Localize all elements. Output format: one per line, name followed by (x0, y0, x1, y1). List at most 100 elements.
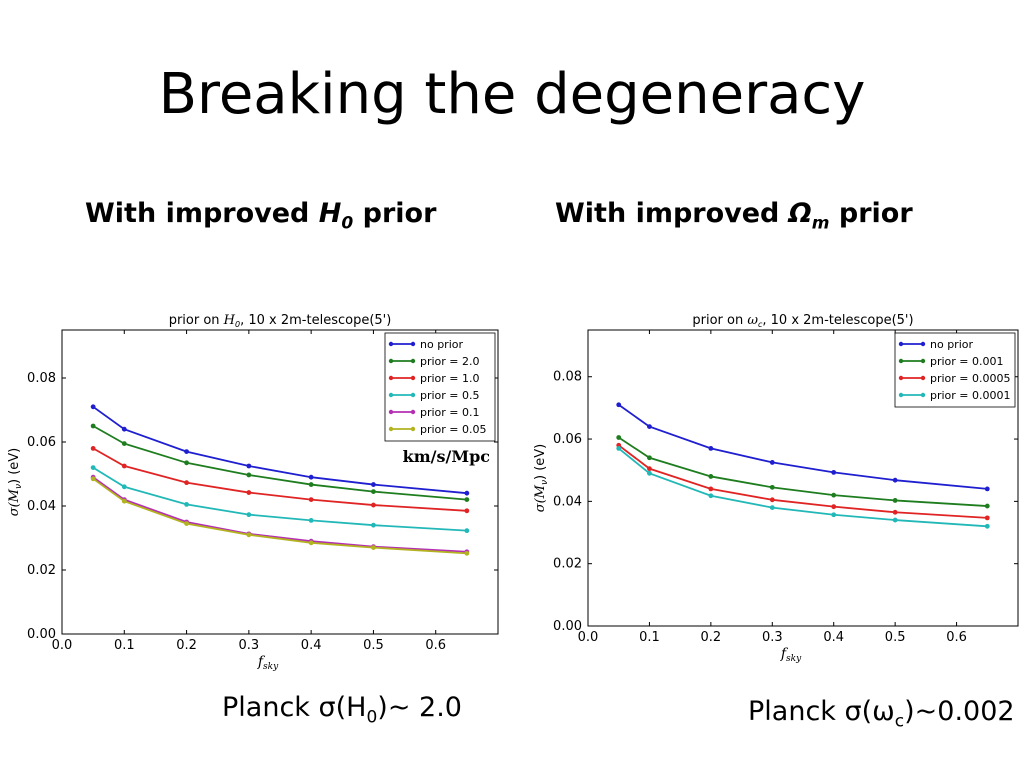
chart-0-legend-label-1: prior = 2.0 (420, 355, 480, 368)
chart-0-xtick-label: 0.3 (239, 638, 260, 653)
chart-0-series-5-point (464, 550, 470, 556)
omega-prior-chart: prior on ωc, 10 x 2m-telescope(5') 0.0 0.1… (533, 313, 1019, 664)
chart-0-series-3-point (90, 465, 96, 470)
chart-1-series-3-point (616, 446, 622, 451)
chart-1-series-0-point (984, 486, 990, 492)
chart-0-series-0-point (308, 474, 314, 480)
chart-0-series-0-point (246, 463, 252, 469)
chart-0-series-2-point (121, 463, 127, 469)
chart-0-ylabel-subscript: ν (14, 484, 24, 489)
chart-0-series-3-point (371, 522, 376, 528)
chart-0-title-subscript: 0 (235, 320, 240, 329)
chart-1-xtick-label: 0.4 (823, 630, 844, 645)
left-heading-suffix: prior (353, 198, 437, 229)
chart-1-legend-marker-0 (898, 341, 904, 347)
chart-1-series-3-point (647, 470, 652, 476)
chart-0-legend-marker-4 (388, 409, 394, 415)
right-caption-suffix: )~0.002 (904, 696, 1015, 727)
chart-0-series-5-point (371, 545, 376, 550)
chart-1-legend-label-3: prior = 0.0001 (930, 389, 1011, 402)
chart-0-legend-marker-2 (388, 375, 394, 381)
chart-1-series-3-point (984, 523, 990, 529)
chart-0-series-3-line (92, 466, 467, 532)
right-caption: Planck σ(ωc)~0.002 (748, 696, 1015, 731)
chart-0-series-3-point (464, 528, 470, 534)
chart-0-xtick-label: 0.5 (363, 638, 384, 653)
right-caption-prefix: Planck σ(ω (748, 696, 895, 727)
chart-0-axes-frame (61, 329, 499, 635)
right-heading: With improved Ωm prior (555, 198, 913, 233)
right-heading-prefix: With improved (555, 198, 789, 229)
chart-0-legend-label-2: prior = 1.0 (420, 372, 480, 385)
chart-0-legend-marker-5 (388, 426, 394, 432)
chart-1-series-3-point (892, 517, 898, 523)
chart-0-ytick-label: 0.02 (27, 563, 56, 578)
chart-0-series-1-point (308, 482, 314, 487)
left-caption-suffix: )~ 2.0 (377, 692, 462, 723)
chart-0-series-5-point (246, 532, 252, 538)
chart-0-series-1-point (184, 460, 189, 466)
chart-0-xlabel: fsky (257, 654, 279, 672)
chart-0-series-0-point (90, 404, 96, 410)
slide-title: Breaking the degeneracy (158, 62, 866, 127)
chart-0-series-1-point (464, 497, 470, 502)
chart-0-title-prefix: prior on (169, 313, 224, 328)
chart-0-legend-label-3: prior = 0.5 (420, 389, 480, 402)
chart-1-ylabel-subscript: ν (540, 480, 550, 485)
chart-1-legend-label-2: prior = 0.0005 (930, 372, 1011, 385)
left-caption-prefix: Planck σ(H (222, 692, 367, 723)
chart-0-legend-marker-0 (410, 341, 416, 347)
chart-1-xlabel: fsky (780, 646, 802, 664)
left-caption-subscript: 0 (366, 707, 378, 728)
chart-1-series-1-point (616, 435, 622, 440)
chart-0-series-0-point (371, 482, 376, 487)
chart-1-xtick-label: 0.3 (762, 630, 783, 645)
chart-0-series-2-point (308, 497, 314, 502)
left-heading-symbol: H (318, 198, 342, 229)
chart-1-legend-marker-3 (920, 392, 926, 398)
chart-1-series-0-point (647, 424, 652, 429)
chart-1-title-suffix: , 10 x 2m-telescope(5') (762, 313, 913, 328)
chart-1-ytick-label: 0.06 (553, 432, 582, 447)
chart-1-ytick-label: 0.08 (553, 370, 582, 385)
chart-1-ylabel-symbol: σ(M (533, 484, 548, 512)
chart-0-xtick-label: 0.6 (425, 638, 446, 653)
chart-0-series-1-point (90, 423, 96, 429)
chart-1-ytick-label: 0.00 (553, 619, 582, 634)
chart-0-annotation: km/s/Mpc (403, 447, 491, 466)
chart-1-series-1-point (984, 503, 990, 509)
chart-1-series-3-point (769, 505, 775, 510)
chart-0-ylabel: σ(Mν) (eV) (7, 448, 24, 517)
chart-1-legend-marker-3 (898, 392, 904, 398)
h0-prior-chart: prior on H0, 10 x 2m-telescope(5') 0.0 0.1… (7, 313, 499, 672)
chart-0-series-5-point (184, 521, 189, 526)
chart-0-series-2-point (371, 502, 376, 508)
chart-0-legend-box (384, 332, 496, 442)
chart-0-series-5-point (121, 498, 127, 504)
chart-1-series-3-point (708, 493, 714, 499)
chart-0-series-1-point (371, 489, 376, 494)
chart-1-series-1-point (647, 455, 652, 461)
chart-0-legend-marker-1 (410, 358, 416, 364)
chart-0-title-symbol: H (223, 313, 236, 328)
chart-1-title-symbol: ω (747, 313, 758, 328)
chart-0-xtick-label: 0.1 (114, 638, 135, 653)
chart-1-axes-frame (587, 329, 1019, 627)
chart-1-series-0-point (708, 446, 714, 451)
chart-0-series-5-line (92, 478, 467, 555)
chart-0-ytick-label: 0.00 (27, 627, 56, 642)
right-heading-subscript: m (811, 213, 830, 234)
chart-0-series-1-point (121, 441, 127, 446)
chart-1-legend-marker-0 (920, 341, 926, 347)
chart-1-series-2-point (647, 466, 652, 472)
chart-1-series-2-point (892, 509, 898, 515)
chart-1-series-1-line (618, 436, 988, 507)
chart-1-legend-label-1: prior = 0.001 (930, 355, 1004, 368)
chart-1-series-1-point (892, 498, 898, 503)
chart-1-series-1-point (831, 492, 837, 498)
chart-1-series-0-point (831, 469, 837, 475)
chart-1-legend-marker-2 (920, 375, 926, 381)
chart-1-series-0-point (892, 477, 898, 483)
chart-0-series-0-point (464, 490, 470, 496)
chart-1-series-1-point (769, 484, 775, 490)
